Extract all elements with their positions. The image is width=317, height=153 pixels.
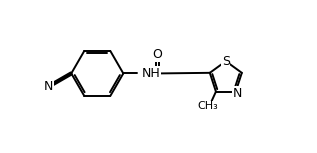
- Text: N: N: [43, 80, 53, 93]
- Text: O: O: [153, 48, 163, 61]
- Text: S: S: [222, 55, 230, 68]
- Text: NH: NH: [142, 67, 160, 80]
- Text: CH₃: CH₃: [197, 101, 218, 111]
- Text: N: N: [233, 87, 242, 100]
